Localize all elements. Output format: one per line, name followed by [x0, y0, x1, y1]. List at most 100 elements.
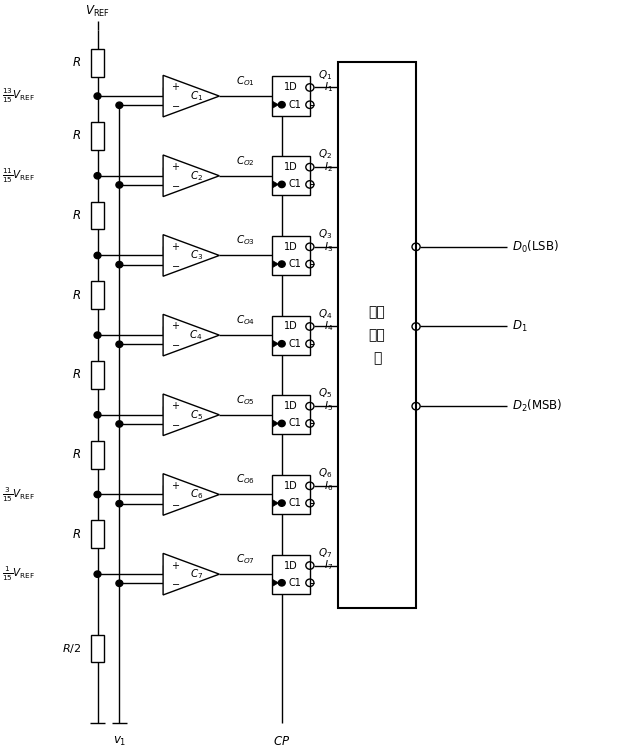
- Bar: [91, 361, 105, 389]
- Text: $Q_7$: $Q_7$: [318, 546, 332, 559]
- Polygon shape: [272, 341, 279, 347]
- Text: $R$: $R$: [71, 368, 81, 381]
- Text: 优先
编码
器: 优先 编码 器: [369, 305, 386, 365]
- Bar: [272, 395, 310, 434]
- Text: $-$: $-$: [171, 498, 180, 509]
- Text: C1: C1: [289, 578, 301, 588]
- Polygon shape: [272, 260, 279, 267]
- Polygon shape: [163, 473, 219, 515]
- Text: $D_2\mathrm{(MSB)}$: $D_2\mathrm{(MSB)}$: [511, 398, 562, 414]
- Text: $I_6$: $I_6$: [324, 479, 333, 493]
- Text: $+$: $+$: [171, 320, 180, 331]
- Polygon shape: [163, 76, 219, 117]
- Bar: [91, 634, 105, 662]
- Text: $R$: $R$: [71, 448, 81, 461]
- Text: $-$: $-$: [171, 339, 180, 350]
- Circle shape: [116, 261, 123, 268]
- Text: $-$: $-$: [171, 419, 180, 429]
- Circle shape: [279, 500, 285, 507]
- Text: 1D: 1D: [284, 162, 298, 172]
- Bar: [91, 520, 105, 548]
- Text: 1D: 1D: [284, 481, 298, 491]
- Polygon shape: [163, 394, 219, 436]
- Text: $-$: $-$: [171, 100, 180, 110]
- Text: $Q_3$: $Q_3$: [318, 227, 332, 241]
- Polygon shape: [163, 235, 219, 276]
- Text: $C_{O4}$: $C_{O4}$: [236, 313, 255, 327]
- Text: $C_{O5}$: $C_{O5}$: [237, 393, 255, 407]
- Text: $\frac{13}{15}V_{\rm REF}$: $\frac{13}{15}V_{\rm REF}$: [2, 87, 35, 106]
- Text: $C_7$: $C_7$: [190, 567, 203, 581]
- Circle shape: [94, 571, 101, 578]
- Polygon shape: [272, 181, 279, 188]
- Text: $R$: $R$: [71, 289, 81, 302]
- Text: $D_0\mathrm{(LSB)}$: $D_0\mathrm{(LSB)}$: [511, 239, 558, 255]
- Text: $-$: $-$: [171, 180, 180, 190]
- Text: $\frac{1}{15}V_{\rm REF}$: $\frac{1}{15}V_{\rm REF}$: [2, 565, 35, 584]
- Text: $+$: $+$: [171, 161, 180, 172]
- Polygon shape: [163, 155, 219, 196]
- Text: 1D: 1D: [284, 560, 298, 571]
- Text: $C_{O7}$: $C_{O7}$: [237, 552, 255, 566]
- Polygon shape: [272, 579, 279, 587]
- Text: $C_1$: $C_1$: [190, 89, 203, 103]
- Text: $+$: $+$: [171, 82, 180, 92]
- Circle shape: [279, 421, 285, 427]
- Text: $C_{O2}$: $C_{O2}$: [237, 154, 255, 168]
- Text: C1: C1: [289, 259, 301, 269]
- Text: C1: C1: [289, 498, 301, 508]
- Polygon shape: [272, 420, 279, 427]
- Bar: [338, 62, 416, 609]
- Text: $Q_6$: $Q_6$: [318, 467, 332, 480]
- Text: $C_6$: $C_6$: [190, 488, 203, 501]
- Circle shape: [94, 332, 101, 338]
- Circle shape: [279, 580, 285, 586]
- Text: $Q_1$: $Q_1$: [318, 68, 332, 82]
- Bar: [272, 316, 310, 355]
- Circle shape: [94, 173, 101, 179]
- Text: $I_5$: $I_5$: [324, 399, 333, 413]
- Bar: [91, 441, 105, 469]
- Text: $C_2$: $C_2$: [190, 169, 203, 183]
- Circle shape: [94, 252, 101, 259]
- Text: $\frac{11}{15}V_{\rm REF}$: $\frac{11}{15}V_{\rm REF}$: [2, 167, 35, 185]
- Text: $D_1$: $D_1$: [511, 319, 527, 334]
- Text: $R$: $R$: [71, 57, 81, 69]
- Text: 1D: 1D: [284, 242, 298, 252]
- Text: $-$: $-$: [171, 260, 180, 270]
- Text: C1: C1: [289, 100, 301, 109]
- Circle shape: [94, 93, 101, 99]
- Bar: [272, 475, 310, 514]
- Text: $C_5$: $C_5$: [190, 408, 203, 422]
- Text: $\frac{3}{15}V_{\rm REF}$: $\frac{3}{15}V_{\rm REF}$: [2, 485, 35, 504]
- Circle shape: [116, 341, 123, 347]
- Bar: [272, 76, 310, 116]
- Text: $+$: $+$: [171, 480, 180, 491]
- Text: $I_2$: $I_2$: [324, 160, 333, 174]
- Polygon shape: [163, 553, 219, 595]
- Circle shape: [116, 501, 123, 507]
- Circle shape: [116, 580, 123, 587]
- Bar: [91, 49, 105, 77]
- Text: $R$: $R$: [71, 528, 81, 541]
- Polygon shape: [272, 101, 279, 108]
- Circle shape: [279, 181, 285, 187]
- Text: $V_{\rm REF}$: $V_{\rm REF}$: [85, 5, 110, 20]
- Text: $+$: $+$: [171, 559, 180, 571]
- Text: $Q_5$: $Q_5$: [318, 387, 332, 400]
- Bar: [91, 122, 105, 149]
- Bar: [272, 554, 310, 593]
- Text: $I_7$: $I_7$: [324, 559, 333, 572]
- Text: $I_4$: $I_4$: [324, 319, 333, 334]
- Text: $C_{O3}$: $C_{O3}$: [237, 233, 255, 248]
- Text: $C_4$: $C_4$: [190, 328, 203, 342]
- Text: $C_{O1}$: $C_{O1}$: [237, 74, 255, 88]
- Text: $-$: $-$: [171, 578, 180, 588]
- Bar: [272, 156, 310, 196]
- Text: C1: C1: [289, 418, 301, 428]
- Text: $C_{O6}$: $C_{O6}$: [236, 473, 255, 486]
- Text: C1: C1: [289, 339, 301, 349]
- Bar: [272, 236, 310, 275]
- Bar: [91, 202, 105, 230]
- Text: 1D: 1D: [284, 82, 298, 92]
